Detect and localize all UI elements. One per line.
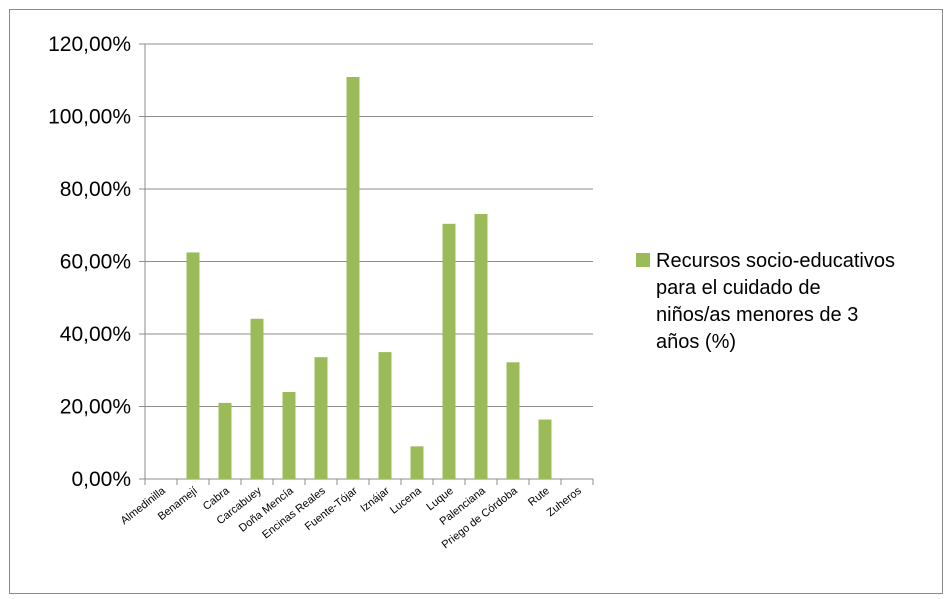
x-tick-label: Rute — [526, 485, 552, 509]
bar-cabra — [218, 402, 232, 479]
bar-encinas-reales — [314, 357, 328, 479]
y-tick-label: 0,00% — [71, 468, 131, 491]
x-tick-label: Iznájar — [358, 485, 392, 515]
y-tick-label: 60,00% — [60, 251, 131, 274]
bar-carcabuey — [250, 318, 264, 479]
legend: Recursos socio-educativos para el cuidado… — [636, 250, 895, 353]
bars — [186, 76, 552, 480]
bar-priego-de-c-rdoba — [506, 362, 520, 479]
legend-label: niños/as menores de 3 — [656, 304, 858, 326]
bar-benamej- — [186, 252, 200, 479]
y-tick-label: 100,00% — [48, 106, 131, 129]
bar-do-a-menc-a — [282, 392, 296, 479]
y-tick-labels: 0,00% 20,00% 40,00% 60,00% 80,00% 100,00% 120,… — [48, 33, 131, 491]
y-tick-label: 20,00% — [60, 396, 131, 419]
bar-luque — [442, 223, 456, 479]
bar-palenciana — [474, 214, 488, 479]
gridlines — [145, 43, 593, 407]
legend-label: Recursos socio-educativos — [656, 250, 895, 272]
bar-lucena — [410, 446, 424, 479]
bar-rute — [538, 419, 552, 479]
legend-label: para el cuidado de — [656, 277, 821, 299]
bar-izn-jar — [378, 352, 392, 479]
bar-fuente-t-jar — [346, 76, 360, 480]
legend-label: años (%) — [656, 331, 736, 353]
y-tick-label: 40,00% — [60, 323, 131, 346]
axes — [139, 43, 594, 485]
legend-swatch — [636, 253, 650, 267]
x-tick-label: Zuheros — [545, 485, 585, 520]
y-tick-label: 120,00% — [48, 33, 131, 56]
x-tick-label: Lucena — [388, 484, 425, 516]
y-tick-label: 80,00% — [60, 178, 131, 201]
